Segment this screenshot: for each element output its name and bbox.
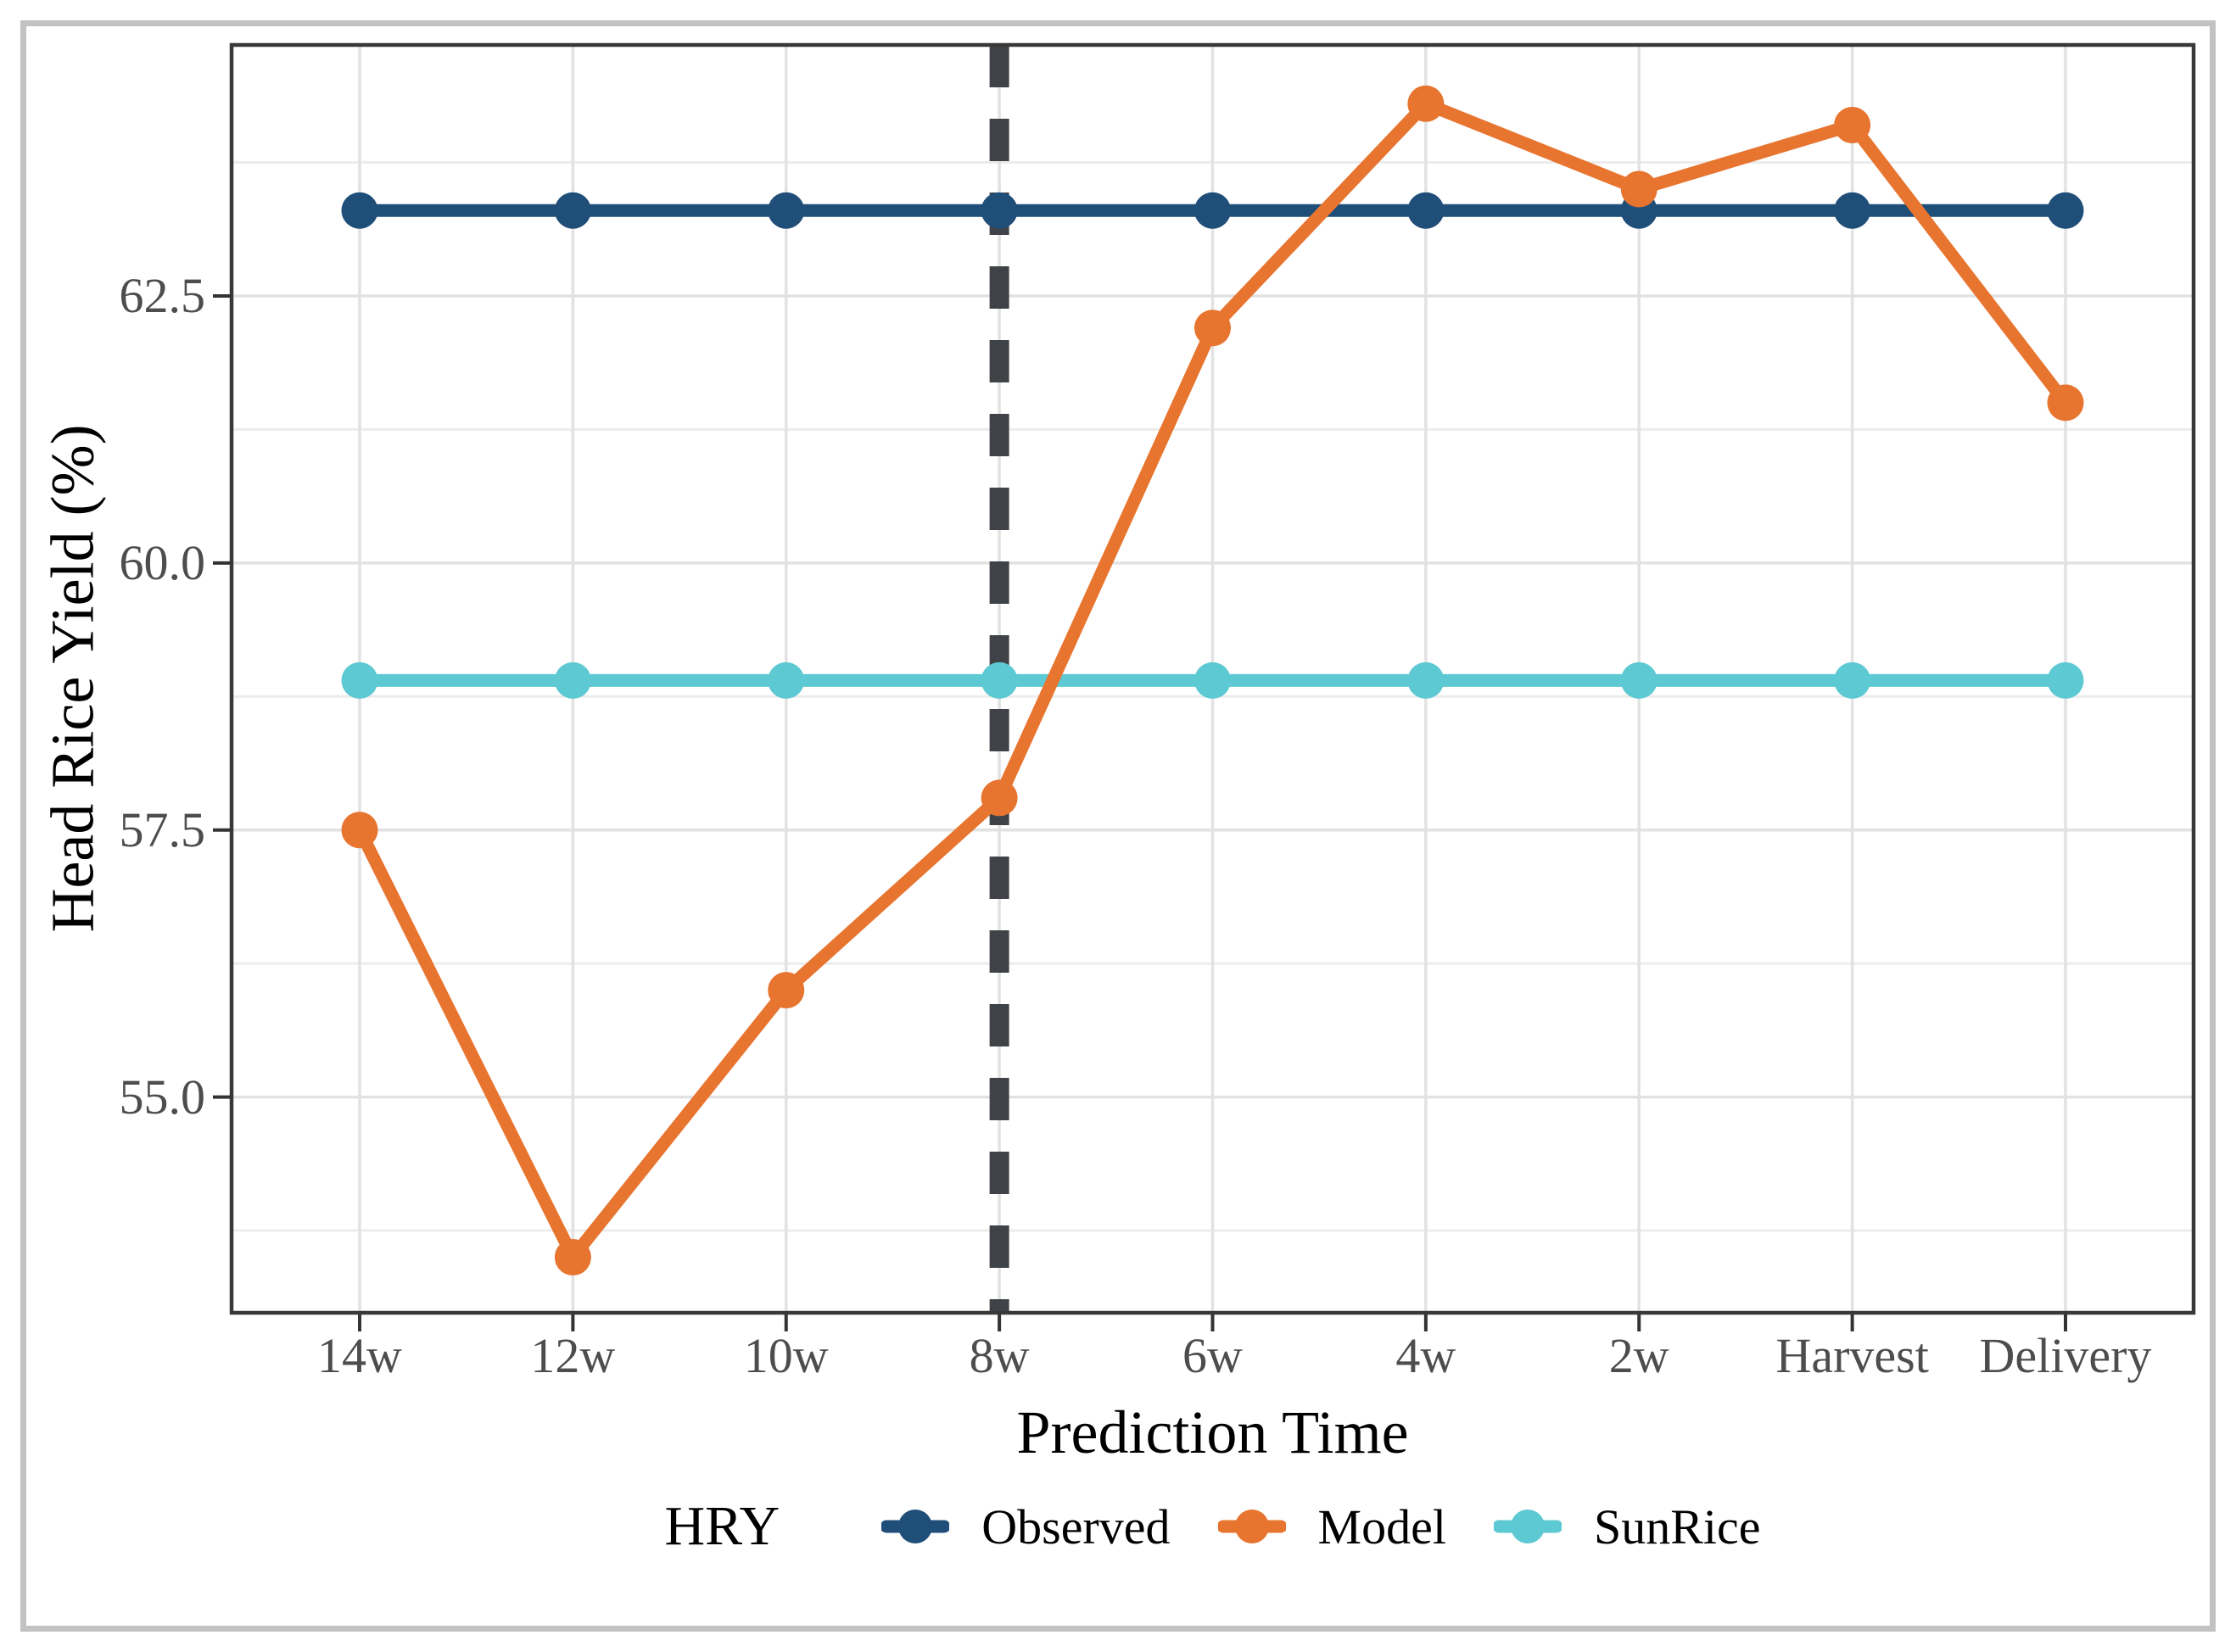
- legend-label-observed: Observed: [981, 1499, 1171, 1554]
- y-axis-title: Head Rice Yield (%): [38, 424, 107, 933]
- data-point-observed: [2047, 192, 2084, 229]
- data-point-observed: [1834, 192, 1871, 229]
- x-tick-label: 10w: [743, 1328, 829, 1383]
- sunrice-line-point-icon: [1493, 1510, 1562, 1543]
- data-point-model: [768, 972, 805, 1009]
- data-point-observed: [981, 192, 1018, 229]
- x-tick-label: Harvest: [1775, 1328, 1929, 1383]
- data-point-model: [1834, 106, 1871, 143]
- data-point-sunrice: [768, 661, 805, 699]
- x-axis-title: Prediction Time: [1016, 1398, 1409, 1466]
- data-point-observed: [1407, 192, 1445, 229]
- data-point-model: [341, 812, 378, 849]
- data-point-sunrice: [981, 661, 1018, 699]
- data-point-sunrice: [1407, 661, 1445, 699]
- data-point-model: [1407, 85, 1445, 122]
- data-point-observed: [341, 192, 378, 229]
- legend-entry-sunrice: SunRice: [1493, 1499, 1761, 1555]
- y-tick-label: 62.5: [119, 267, 206, 323]
- x-tick-label: Delivery: [1979, 1328, 2152, 1383]
- legend-label-sunrice: SunRice: [1593, 1499, 1761, 1554]
- legend-entry-observed: Observed: [881, 1499, 1171, 1555]
- x-tick-label: 2w: [1608, 1328, 1669, 1383]
- data-point-model: [1194, 310, 1231, 347]
- data-point-model: [2047, 384, 2084, 421]
- data-point-observed: [554, 192, 591, 229]
- legend-entry-model: Model: [1217, 1499, 1446, 1555]
- panel-border: [229, 42, 2196, 1315]
- legend-label-model: Model: [1317, 1499, 1446, 1554]
- y-tick-label: 57.5: [119, 801, 206, 857]
- data-point-observed: [768, 192, 805, 229]
- model-line-point-icon: [1217, 1510, 1286, 1543]
- y-tick-label: 55.0: [119, 1069, 206, 1125]
- x-tick-label: 14w: [317, 1328, 402, 1383]
- figure-border: [20, 20, 2216, 1632]
- observed-line-point-icon: [881, 1510, 950, 1543]
- legend-title: HRY: [664, 1495, 780, 1557]
- data-point-sunrice: [1620, 661, 1657, 699]
- y-tick-label: 60.0: [119, 534, 206, 590]
- data-point-sunrice: [1194, 661, 1231, 699]
- data-point-sunrice: [341, 661, 378, 699]
- data-point-sunrice: [1834, 661, 1871, 699]
- data-point-model: [1620, 170, 1657, 208]
- data-point-model: [981, 779, 1018, 817]
- legend: HRY Observed Model SunRice: [232, 1494, 2194, 1559]
- x-tick-label: 4w: [1395, 1328, 1456, 1383]
- data-point-sunrice: [554, 661, 591, 699]
- data-point-model: [554, 1239, 591, 1276]
- x-tick-label: 8w: [969, 1328, 1030, 1383]
- x-tick-label: 12w: [530, 1328, 616, 1383]
- x-tick-label: 6w: [1182, 1328, 1243, 1383]
- data-point-observed: [1194, 192, 1231, 229]
- data-point-sunrice: [2047, 661, 2084, 699]
